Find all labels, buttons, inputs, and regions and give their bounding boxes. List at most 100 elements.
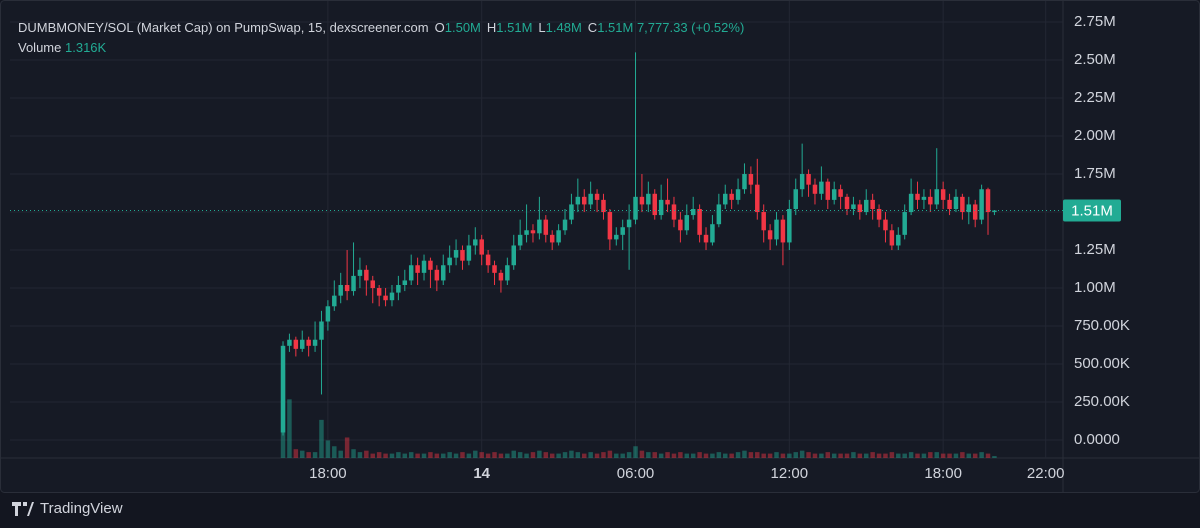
change: 7,777.33 (+0.52%) (636, 20, 745, 35)
candle-body (575, 196, 581, 205)
volume-bar (697, 452, 702, 458)
ohlc-value: 1.48M (545, 20, 582, 35)
candle-body (511, 245, 516, 266)
candle-body (569, 204, 574, 220)
volume-bar (729, 453, 734, 458)
candle-body (671, 204, 677, 220)
candle-body (985, 189, 991, 213)
candle-body (896, 234, 901, 246)
candle-body (992, 210, 997, 213)
price-legend: DUMBMONEY/SOL (Market Cap) on PumpSwap, … (18, 18, 744, 38)
x-tick-label: 22:00 (1027, 465, 1065, 482)
candle-body (806, 174, 811, 185)
candle-body (460, 250, 465, 261)
volume-bar (985, 453, 991, 458)
volume-bar (312, 452, 318, 458)
candle-body (665, 199, 670, 205)
candle-body (960, 196, 965, 213)
volume-bar (844, 453, 850, 458)
x-tick-label: 14 (473, 465, 490, 482)
volume-bar (767, 453, 773, 458)
ohlc-values: O1.50M H1.51M L1.48M C1.51M (429, 20, 634, 35)
volume-bar (658, 453, 664, 458)
volume-bar (825, 452, 831, 458)
candle-body (838, 189, 843, 197)
volume-bar (742, 450, 747, 458)
candle-body (588, 193, 593, 205)
volume-bar (485, 453, 491, 458)
candle-body (658, 199, 664, 216)
candle-body (332, 295, 337, 307)
volume-bar (947, 453, 952, 458)
brand-name: TradingView (40, 500, 123, 517)
candle-body (940, 189, 946, 200)
volume-bar (908, 452, 914, 458)
volume-bar (562, 452, 568, 458)
x-tick-label: 06:00 (617, 465, 655, 482)
volume-bar (928, 452, 933, 458)
candle-body (351, 275, 356, 292)
volume-bar (723, 453, 728, 458)
volume-bar (716, 452, 722, 458)
volume-bar (876, 453, 882, 458)
y-tick-label: 250.00K (1074, 393, 1130, 410)
candle-body (312, 339, 318, 346)
candle-body (633, 196, 638, 220)
candle-body (908, 193, 914, 213)
candle-body (556, 230, 561, 243)
volume-bar (530, 452, 536, 458)
volume-bar (601, 452, 606, 458)
ohlc-value: 1.51M (496, 20, 533, 35)
volume-bar (748, 452, 754, 458)
candle-body (921, 196, 927, 200)
volume-bar (517, 452, 523, 458)
last-price-label: 1.51M (1071, 202, 1113, 219)
volume-bar (787, 453, 792, 458)
volume-bar (870, 452, 875, 458)
volume-bar (671, 453, 677, 458)
candle-body (735, 189, 741, 200)
candle-body (934, 189, 939, 205)
volume-bar (607, 450, 613, 458)
volume-bar (934, 452, 939, 458)
candle-body (383, 295, 388, 301)
candle-body (415, 265, 420, 273)
candle-body (370, 280, 375, 289)
volume-bar (799, 450, 805, 458)
volume-bar (806, 452, 811, 458)
volume-bar (498, 453, 504, 458)
candle-body (755, 184, 760, 213)
candle-body (812, 184, 818, 194)
volume-bar (864, 453, 869, 458)
candle-body (710, 224, 715, 243)
candle-body (549, 234, 555, 243)
volume-bar (652, 452, 657, 458)
candle-body (287, 339, 292, 346)
candle-body (851, 204, 856, 209)
volume-bar (883, 453, 888, 458)
ohlc-value: 1.51M (597, 20, 634, 35)
candle-body (620, 227, 625, 235)
y-tick-label: 2.50M (1074, 51, 1116, 68)
y-tick-label: 0.0000 (1074, 431, 1120, 448)
volume-bar (780, 453, 786, 458)
candle-body (357, 269, 363, 276)
candle-body (447, 257, 452, 266)
volume-bar (402, 453, 408, 458)
legend-header: DUMBMONEY/SOL (Market Cap) on PumpSwap, … (18, 18, 744, 58)
volume-bar (665, 452, 670, 458)
chart-panel (0, 0, 1200, 493)
candle-body (396, 285, 401, 293)
candle-body (690, 208, 696, 216)
symbol: DUMBMONEY/SOL (Market Cap) on PumpSwap, … (18, 20, 429, 35)
volume-bar (972, 453, 978, 458)
y-tick-label: 1.25M (1074, 241, 1116, 258)
volume-bar (819, 453, 824, 458)
x-tick-label: 12:00 (771, 465, 809, 482)
volume-bar (690, 453, 696, 458)
candle-body (947, 199, 952, 209)
volume-bar (415, 453, 420, 458)
candle-body (607, 212, 613, 240)
candle-body (799, 174, 805, 190)
